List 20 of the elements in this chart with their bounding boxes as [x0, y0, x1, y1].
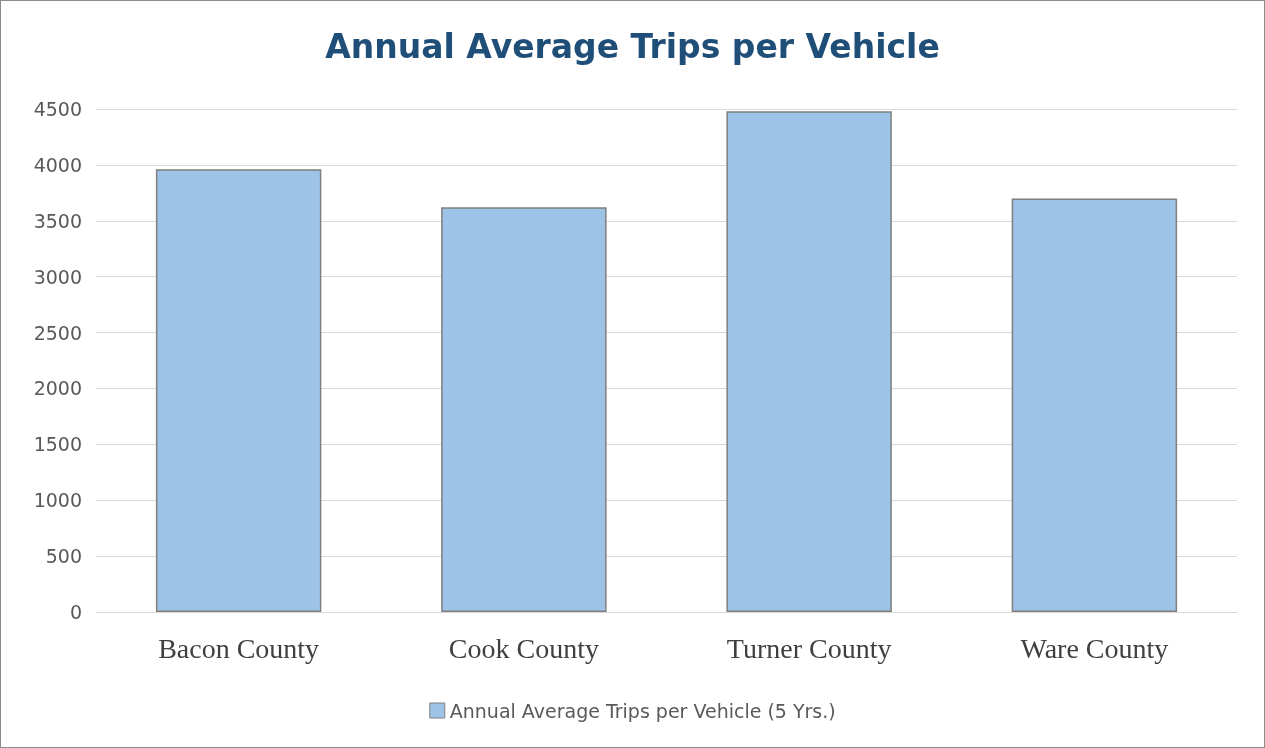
y-tick-label: 1500	[33, 433, 82, 456]
legend-label: Annual Average Trips per Vehicle (5 Yrs.)	[449, 699, 836, 722]
bar	[155, 169, 322, 612]
x-tick-label: Bacon County	[158, 632, 320, 664]
x-tick-label: Ware County	[1020, 632, 1169, 664]
y-tick-label: 500	[45, 545, 82, 568]
y-tick-label: 2000	[33, 377, 82, 400]
y-tick-label: 3000	[33, 265, 82, 288]
x-tick-label: Cook County	[448, 632, 599, 664]
y-tick-label: 3500	[33, 209, 82, 232]
chart-title: Annual Average Trips per Vehicle	[325, 27, 940, 66]
y-tick-label: 0	[69, 601, 82, 623]
y-tick-label: 1000	[33, 489, 82, 512]
bar	[726, 111, 892, 612]
bar	[441, 207, 607, 612]
bar	[1011, 198, 1178, 612]
y-tick-label: 4000	[33, 153, 82, 176]
y-tick-label: 4500	[33, 98, 82, 120]
y-tick-label: 2500	[33, 321, 82, 344]
x-tick-label: Turner County	[726, 632, 892, 664]
